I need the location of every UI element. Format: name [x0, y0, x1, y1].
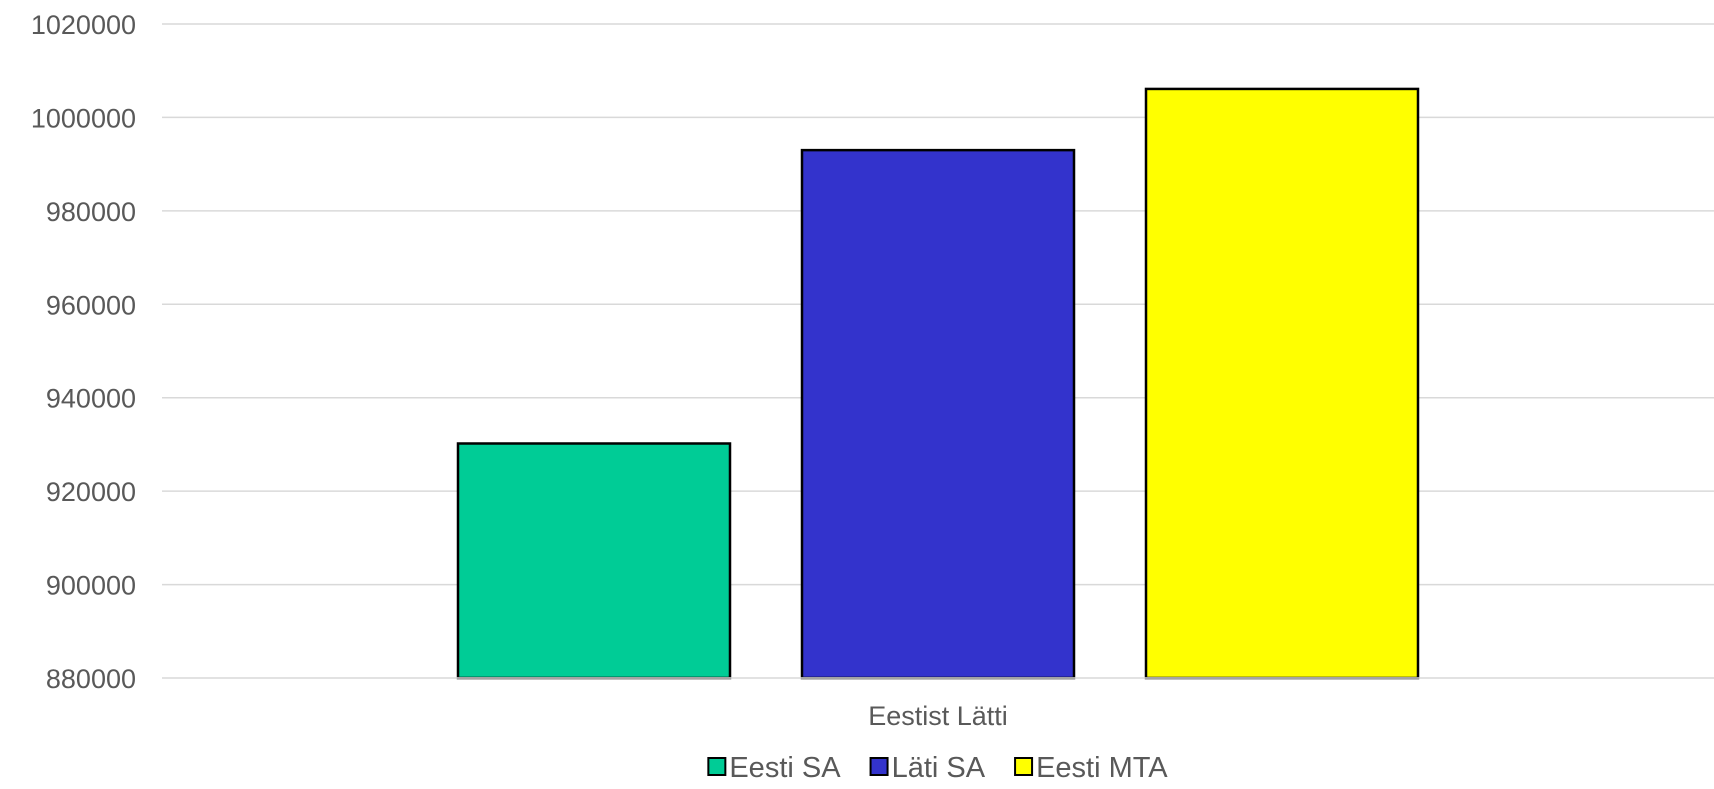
bar-eesti-sa — [456, 442, 732, 680]
bar-eesti-mta — [1144, 87, 1420, 680]
bars — [456, 87, 1420, 680]
legend-swatch — [1014, 757, 1034, 776]
legend[interactable]: Eesti SA Läti SA Eesti MTA — [707, 752, 1168, 784]
y-tick-label: 980000 — [46, 197, 136, 227]
y-tick-label: 940000 — [46, 384, 136, 414]
legend-item-l-ti-sa[interactable]: Läti SA — [869, 752, 986, 784]
legend-label: Eesti MTA — [1036, 752, 1168, 784]
y-tick-label: 960000 — [46, 290, 136, 320]
legend-label: Eesti SA — [729, 752, 841, 784]
x-axis-category-labels: Eestist Lätti — [868, 701, 1008, 731]
legend-swatch — [869, 757, 889, 776]
y-tick-label: 920000 — [46, 477, 136, 507]
legend-item-eesti-sa[interactable]: Eesti SA — [707, 752, 841, 784]
x-category-label: Eestist Lätti — [868, 701, 1008, 731]
y-tick-label: 1000000 — [31, 103, 136, 133]
bar-l-ti-sa — [800, 148, 1076, 680]
y-tick-label: 900000 — [46, 571, 136, 601]
y-tick-label: 880000 — [46, 664, 136, 694]
legend-label: Läti SA — [892, 752, 986, 784]
legend-item-eesti-mta[interactable]: Eesti MTA — [1014, 752, 1168, 784]
y-axis-tick-labels: 880000 900000 920000 940000 960000 980000 1000… — [31, 10, 136, 694]
y-tick-label: 1020000 — [31, 10, 136, 40]
legend-swatch — [707, 757, 727, 776]
